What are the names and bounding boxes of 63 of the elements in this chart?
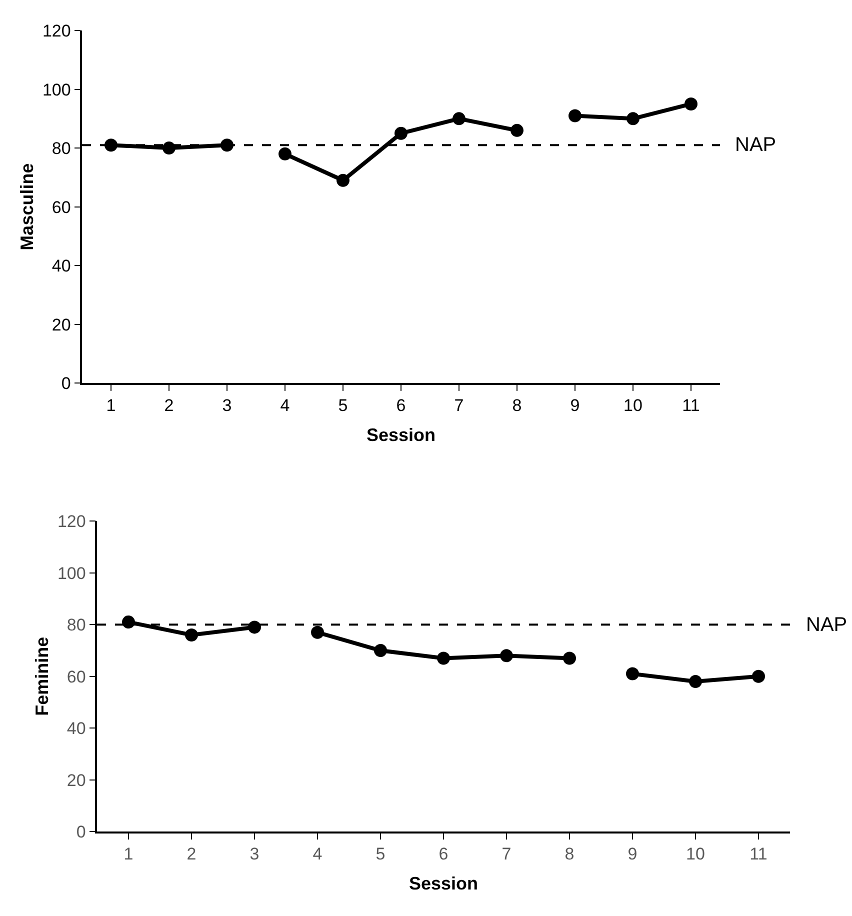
- point: [510, 124, 524, 137]
- x-tick-label: 7: [502, 844, 512, 864]
- x-tick-label: 6: [396, 396, 406, 416]
- point: [278, 147, 292, 160]
- x-tick-label: 5: [376, 844, 386, 864]
- x-tick-label: 11: [750, 844, 768, 864]
- point: [500, 649, 513, 662]
- x-tick-label: 2: [164, 396, 174, 416]
- y-tick-label: 100: [42, 80, 71, 100]
- ref-line-label: NAP: [735, 134, 776, 156]
- x-axis-title: Session: [408, 873, 478, 894]
- x-tick-label: 2: [186, 844, 196, 864]
- y-tick-label: 100: [57, 564, 86, 583]
- point: [336, 174, 350, 187]
- x-tick-label: 4: [312, 844, 322, 864]
- x-tick-label: 5: [338, 396, 348, 416]
- x-tick-label: 3: [222, 396, 232, 416]
- x-tick-label: 9: [570, 396, 580, 416]
- point: [752, 670, 765, 683]
- point: [563, 652, 576, 665]
- x-tick-label: 1: [106, 396, 116, 416]
- x-tick-label: 10: [624, 396, 642, 416]
- x-tick-label: 11: [682, 396, 700, 416]
- y-tick-label: 80: [52, 139, 71, 158]
- y-axis-title: Masculine: [17, 163, 38, 250]
- x-tick-label: 10: [686, 844, 705, 864]
- x-tick-label: 1: [124, 844, 134, 864]
- x-tick-label: 8: [564, 844, 574, 864]
- y-tick-label: 60: [52, 198, 71, 217]
- point: [684, 97, 698, 110]
- point: [626, 667, 639, 680]
- point: [626, 112, 640, 126]
- ref-line-label: NAP: [806, 614, 848, 636]
- point: [311, 626, 324, 639]
- y-tick-label: 0: [61, 374, 71, 394]
- point: [452, 112, 466, 126]
- point: [394, 126, 408, 140]
- point: [162, 142, 176, 155]
- x-tick-label: 8: [512, 396, 522, 416]
- point: [689, 675, 702, 688]
- x-tick-label: 4: [280, 396, 290, 416]
- y-axis-title: Feminine: [32, 636, 52, 716]
- point: [248, 620, 261, 634]
- x-tick-label: 6: [438, 844, 448, 864]
- x-axis-title: Session: [366, 424, 436, 445]
- y-tick-label: 20: [52, 315, 71, 334]
- point: [122, 616, 135, 629]
- y-tick-label: 20: [66, 770, 86, 790]
- y-tick-label: 0: [76, 822, 86, 842]
- y-tick-label: 60: [66, 667, 86, 686]
- point: [568, 109, 582, 122]
- point: [185, 628, 198, 642]
- x-tick-label: 3: [250, 844, 260, 864]
- point: [104, 138, 118, 152]
- x-tick-label: 9: [628, 844, 638, 864]
- y-tick-label: 80: [66, 616, 86, 635]
- point: [374, 644, 387, 657]
- point: [437, 652, 450, 665]
- y-tick-label: 40: [52, 256, 71, 276]
- y-tick-label: 120: [57, 512, 86, 532]
- y-tick-label: 40: [66, 719, 86, 738]
- y-tick-label: 120: [42, 21, 71, 40]
- x-tick-label: 7: [454, 396, 464, 416]
